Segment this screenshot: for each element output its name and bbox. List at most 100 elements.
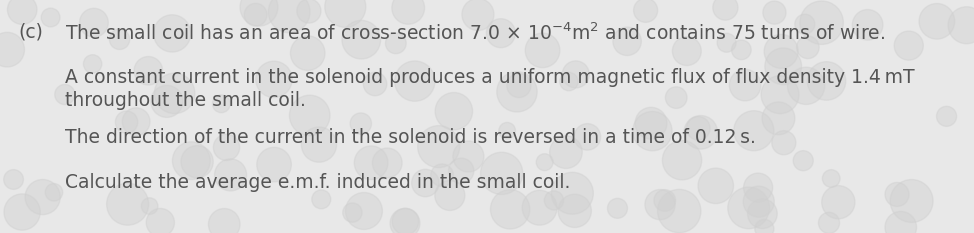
Circle shape [743,173,772,202]
Circle shape [537,154,553,171]
Circle shape [762,102,795,135]
Circle shape [634,0,657,22]
Text: Calculate the average e.m.f. induced in the small coil.: Calculate the average e.m.f. induced in … [65,173,571,192]
Circle shape [797,36,819,58]
Circle shape [728,187,769,229]
Circle shape [154,73,195,114]
Circle shape [522,190,557,225]
Circle shape [386,33,406,54]
Circle shape [608,198,627,218]
Circle shape [937,106,956,126]
Circle shape [765,34,798,68]
Circle shape [55,84,75,105]
Circle shape [312,190,331,209]
Circle shape [115,111,137,133]
Circle shape [109,29,130,49]
Circle shape [665,87,687,108]
Circle shape [268,0,310,33]
Circle shape [662,140,701,180]
Text: A constant current in the solenoid produces a uniform magnetic flux of flux dens: A constant current in the solenoid produ… [65,68,915,87]
Circle shape [214,159,246,191]
Circle shape [633,111,672,151]
Circle shape [684,116,718,149]
Circle shape [141,198,158,214]
Circle shape [761,76,799,114]
Circle shape [654,190,676,211]
Circle shape [919,3,955,39]
Circle shape [698,168,733,204]
Circle shape [431,164,454,187]
Circle shape [800,1,843,45]
Circle shape [41,8,60,27]
Circle shape [107,183,149,225]
Circle shape [730,69,761,101]
Circle shape [154,15,191,52]
Circle shape [763,1,786,24]
Circle shape [256,61,292,98]
Circle shape [613,27,641,55]
Circle shape [890,180,933,223]
Text: The direction of the current in the solenoid is reversed in a time of 0.12 s.: The direction of the current in the sole… [65,128,756,147]
Circle shape [551,172,593,214]
Text: (c): (c) [18,23,43,42]
Circle shape [743,186,774,217]
Circle shape [558,194,591,227]
Circle shape [687,116,710,140]
Circle shape [486,19,515,48]
Circle shape [491,190,530,229]
Circle shape [392,0,425,24]
Circle shape [894,31,923,60]
Circle shape [435,93,472,130]
Circle shape [290,36,325,70]
Circle shape [885,211,917,233]
Circle shape [795,14,815,34]
Circle shape [301,127,337,162]
Circle shape [213,134,240,161]
Circle shape [151,85,183,117]
Circle shape [146,209,174,233]
Circle shape [822,170,840,187]
Circle shape [549,136,582,168]
Circle shape [453,141,484,172]
Circle shape [84,55,102,73]
Circle shape [822,186,855,219]
Circle shape [4,170,23,189]
Circle shape [748,199,777,229]
Text: throughout the small coil.: throughout the small coil. [65,91,306,110]
Circle shape [355,146,388,180]
Circle shape [885,182,909,206]
Circle shape [45,184,62,201]
Circle shape [4,194,40,230]
Circle shape [771,131,796,155]
Circle shape [80,8,108,37]
Circle shape [575,124,601,150]
Circle shape [525,33,560,68]
Circle shape [497,72,537,112]
Circle shape [765,48,802,85]
Circle shape [672,37,701,65]
Circle shape [342,20,381,59]
Circle shape [948,7,974,44]
Circle shape [755,219,774,233]
Circle shape [462,0,494,31]
Circle shape [372,148,402,178]
Circle shape [717,33,736,52]
Circle shape [363,72,387,96]
Circle shape [240,0,278,26]
Circle shape [0,32,24,67]
Circle shape [499,122,515,139]
Circle shape [506,73,531,98]
Circle shape [731,40,751,60]
Circle shape [212,95,230,113]
Circle shape [657,189,701,233]
Circle shape [297,0,321,23]
Circle shape [289,95,330,136]
Circle shape [480,152,523,195]
Circle shape [793,151,813,171]
Circle shape [852,10,882,40]
Circle shape [544,191,564,210]
Circle shape [244,3,267,26]
Circle shape [412,169,439,197]
Circle shape [181,146,213,178]
Circle shape [351,113,371,134]
